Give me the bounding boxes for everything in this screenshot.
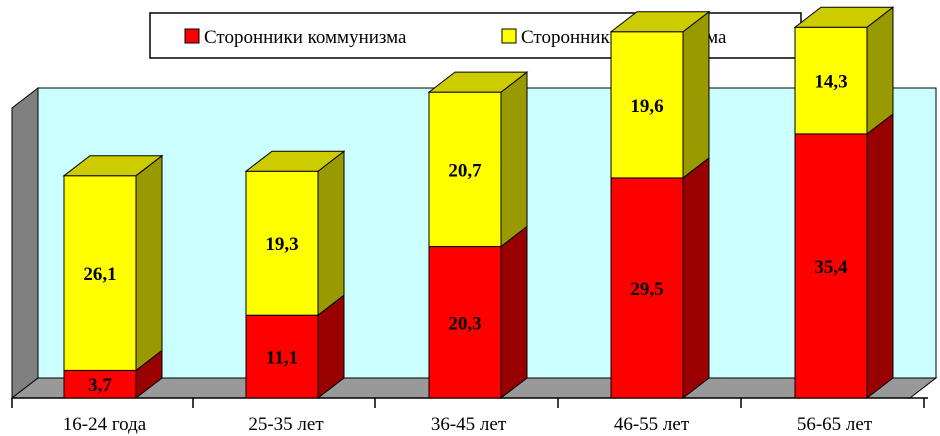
- bar-top-face: [62, 155, 164, 177]
- x-tick-label: 46-55 лет: [614, 414, 690, 435]
- data-label: 29,5: [630, 279, 663, 300]
- bar-communism-side: [500, 225, 528, 400]
- data-label: 20,7: [448, 160, 482, 181]
- data-label: 11,1: [266, 348, 298, 369]
- legend-swatch-capitalism: [501, 28, 517, 44]
- data-label: 19,6: [630, 96, 663, 117]
- data-label: 26,1: [83, 264, 116, 285]
- bar-capitalism-front: [428, 91, 502, 248]
- bar-capitalism-side: [317, 150, 345, 317]
- bar-communism-front: [63, 369, 137, 399]
- bar-capitalism-front: [245, 170, 319, 316]
- x-tick-label: 16-24 года: [63, 414, 147, 435]
- legend-swatch-communism: [184, 28, 200, 44]
- data-label: 19,3: [265, 234, 298, 255]
- x-tick-label: 56-65 лет: [797, 414, 873, 435]
- bar-top-face: [609, 11, 711, 33]
- bar-communism-side: [682, 156, 710, 400]
- bar-communism-front: [428, 246, 502, 399]
- bar-capitalism-side: [135, 154, 163, 372]
- data-label: 3,7: [88, 375, 112, 396]
- bar-capitalism-side: [682, 10, 710, 179]
- data-label: 14,3: [814, 72, 847, 93]
- x-tick-label: 25-35 лет: [248, 414, 324, 435]
- bar-communism-side: [866, 112, 894, 400]
- bar-top-face: [244, 150, 346, 172]
- bar-top-face: [793, 6, 895, 28]
- bar-capitalism-side: [500, 71, 528, 248]
- bar-top-face: [427, 71, 529, 93]
- data-label: 35,4: [814, 257, 848, 278]
- data-label: 20,3: [448, 313, 481, 334]
- legend-label-communism: Сторонники коммунизма: [204, 27, 407, 48]
- bar-capitalism-side: [866, 6, 894, 135]
- left-wall: [11, 86, 39, 400]
- plot-area: 3,7 26,1 16-24 года 11,1 19,3 25-35 лет 20,3 20…: [10, 6, 938, 435]
- bar-capitalism-front: [794, 26, 868, 135]
- bar-communism-front: [794, 133, 868, 399]
- x-tick-label: 36-45 лет: [431, 414, 507, 435]
